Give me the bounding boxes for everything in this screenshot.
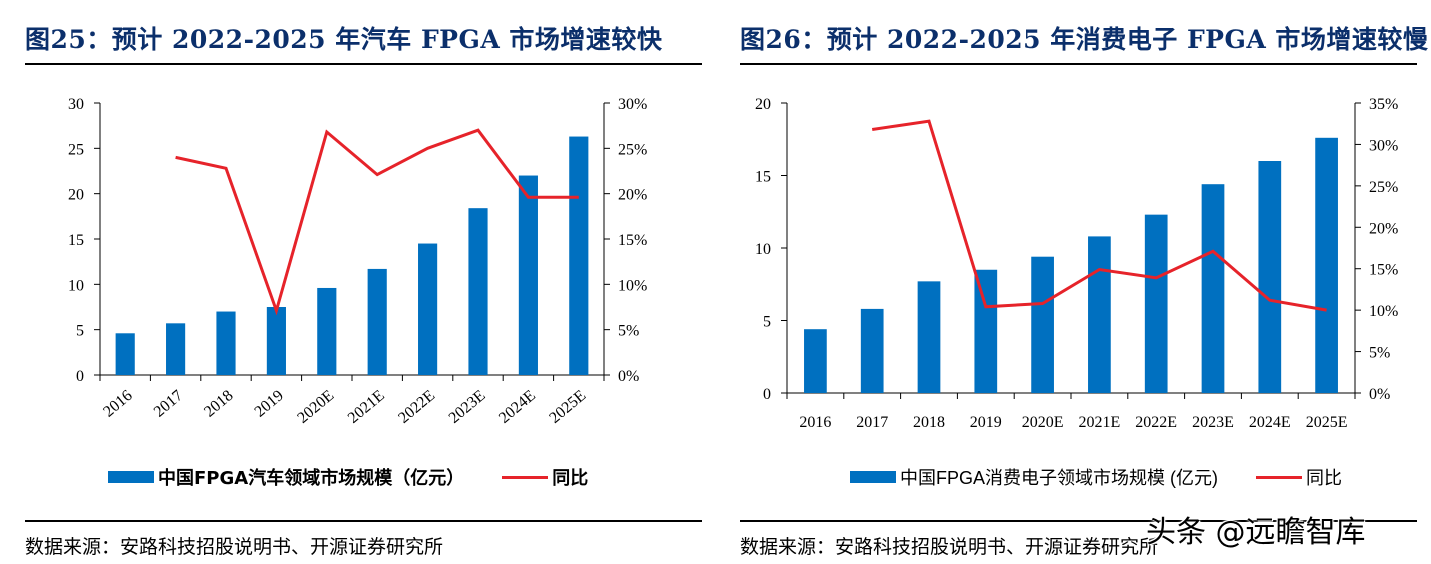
left-y-left-tick-label: 25 (68, 141, 84, 158)
left-y-right-tick-label: 15% (618, 232, 647, 249)
left-x-tick-label: 2020E (294, 387, 337, 427)
right-legend: 中国FPGA消费电子领域市场规模 (亿元) 同比 (850, 464, 1342, 490)
right-bar-2016 (804, 329, 827, 393)
left-bar-2016 (115, 333, 135, 375)
left-x-tick-label: 2024E (496, 387, 539, 427)
left-y-left-tick-label: 0 (76, 368, 84, 385)
left-x-tick-label: 2023E (446, 387, 489, 427)
left-source-note: 数据来源：安路科技招股说明书、开源证券研究所 (25, 536, 444, 558)
left-bar-2018 (216, 311, 236, 375)
right-legend-bar-swatch (850, 471, 896, 483)
left-y-right-tick-label: 0% (618, 368, 639, 385)
left-yoy-line (175, 128, 579, 316)
left-x-tick-label: 2021E (345, 387, 388, 427)
right-y-right-tick-label: 10% (1369, 303, 1398, 320)
right-legend-line-label: 同比 (1306, 468, 1342, 488)
left-legend-line-swatch (502, 475, 549, 479)
right-x-tick-label: 2019 (970, 414, 1002, 431)
left-legend: 中国FPGA汽车领域市场规模（亿元） 同比 (108, 464, 588, 490)
right-figure: 图26：预计 2022-2025 年消费电子 FPGA 市场增速较慢 0 5 10 1… (735, 0, 1431, 564)
left-bar-2020E (317, 287, 337, 375)
left-y-right-tick-label: 30% (618, 96, 647, 113)
left-y-right-tick-label: 20% (618, 187, 647, 204)
right-y-left-tick-label: 10 (755, 241, 771, 258)
right-x-tick-label: 2022E (1135, 414, 1177, 431)
right-y-right-tick-label: 25% (1369, 179, 1398, 196)
left-bar-2017 (166, 323, 186, 375)
right-y-left-tick-label: 15 (755, 169, 771, 186)
right-source-note: 数据来源：安路科技招股说明书、开源证券研究所 (740, 536, 1159, 558)
right-x-tick-label: 2025E (1306, 414, 1348, 431)
left-x-tick-label: 2017 (151, 387, 186, 421)
left-legend-bar-swatch (108, 471, 154, 483)
right-bar-2017 (860, 308, 884, 393)
left-y-left-tick-label: 20 (68, 187, 84, 204)
left-bar-2025E (569, 136, 589, 375)
left-y-right-tick-label: 5% (618, 323, 639, 340)
right-source-divider (740, 520, 1417, 522)
right-x-tick-label: 2021E (1079, 414, 1121, 431)
right-bar-2024E (1258, 161, 1282, 393)
right-y-right-tick-label: 35% (1369, 96, 1398, 113)
left-bar-2021E (367, 268, 387, 375)
left-figure-title: 图25：预计 2022-2025 年汽车 FPGA 市场增速较快 (25, 25, 663, 54)
right-legend-line-swatch (1256, 475, 1302, 479)
left-title-divider (25, 63, 702, 65)
right-yoy-line (871, 119, 1327, 312)
watermark: 头条 @远瞻智库 (1146, 515, 1366, 550)
left-bar-2019 (266, 307, 286, 375)
right-figure-title: 图26：预计 2022-2025 年消费电子 FPGA 市场增速较慢 (740, 25, 1429, 54)
right-y-right-tick-label: 30% (1369, 137, 1398, 154)
right-bar-2018 (917, 281, 941, 393)
left-x-tick-label: 2016 (100, 387, 135, 421)
left-x-tick-label: 2022E (395, 387, 438, 427)
right-y-right-tick-label: 20% (1369, 220, 1398, 237)
right-y-left-tick-label: 0 (763, 386, 771, 403)
right-x-tick-label: 2016 (799, 414, 831, 431)
right-title-divider (740, 63, 1417, 65)
left-y-right-tick-label: 10% (618, 277, 647, 294)
right-y-left-tick-label: 5 (763, 314, 771, 331)
left-legend-bar-label: 中国FPGA汽车领域市场规模（亿元） (158, 468, 465, 489)
right-x-tick-label: 2018 (913, 414, 945, 431)
left-bar-2022E (418, 243, 438, 375)
left-chart: 0 5 10 15 20 25 30 0% 5% 10% 15% 20% 25% 30% 2016 2017 2… (68, 96, 647, 427)
right-bar-2020E (1031, 256, 1054, 393)
left-y-left-tick-label: 15 (68, 232, 84, 249)
right-bar-2021E (1088, 236, 1111, 393)
right-legend-bar-label: 中国FPGA消费电子领域市场规模 (亿元) (900, 468, 1218, 488)
right-bar-2023E (1201, 184, 1225, 393)
left-figure: 图25：预计 2022-2025 年汽车 FPGA 市场增速较快 0 5 10 15 2… (0, 0, 712, 564)
left-y-left-tick-label: 10 (68, 277, 84, 294)
left-y-right-tick-label: 25% (618, 141, 647, 158)
left-y-left-tick-label: 30 (68, 96, 84, 113)
left-bar-2024E (518, 175, 538, 375)
left-x-tick-label: 2025E (546, 387, 589, 427)
right-bar-2025E (1315, 137, 1338, 393)
right-y-right-tick-label: 5% (1369, 345, 1390, 362)
left-legend-line-label: 同比 (552, 468, 589, 489)
right-x-tick-label: 2020E (1022, 414, 1064, 431)
left-source-divider (25, 520, 702, 522)
right-x-tick-label: 2017 (856, 414, 888, 431)
right-x-tick-label: 2023E (1192, 414, 1234, 431)
right-y-left-tick-label: 20 (755, 96, 771, 113)
right-bar-2022E (1144, 214, 1168, 393)
right-bar-2019 (974, 269, 998, 393)
left-y-left-tick-label: 5 (76, 323, 84, 340)
right-chart: 0 5 10 15 20 0% 5% 10% 15% 20% 25% 30% 35% 2016 2017 20… (755, 96, 1398, 431)
left-x-tick-label: 2018 (201, 387, 236, 421)
left-x-tick-label: 2019 (252, 387, 287, 421)
left-bar-2023E (468, 208, 488, 375)
right-y-right-tick-label: 15% (1369, 262, 1398, 279)
right-y-right-tick-label: 0% (1369, 386, 1390, 403)
right-x-tick-label: 2024E (1249, 414, 1291, 431)
